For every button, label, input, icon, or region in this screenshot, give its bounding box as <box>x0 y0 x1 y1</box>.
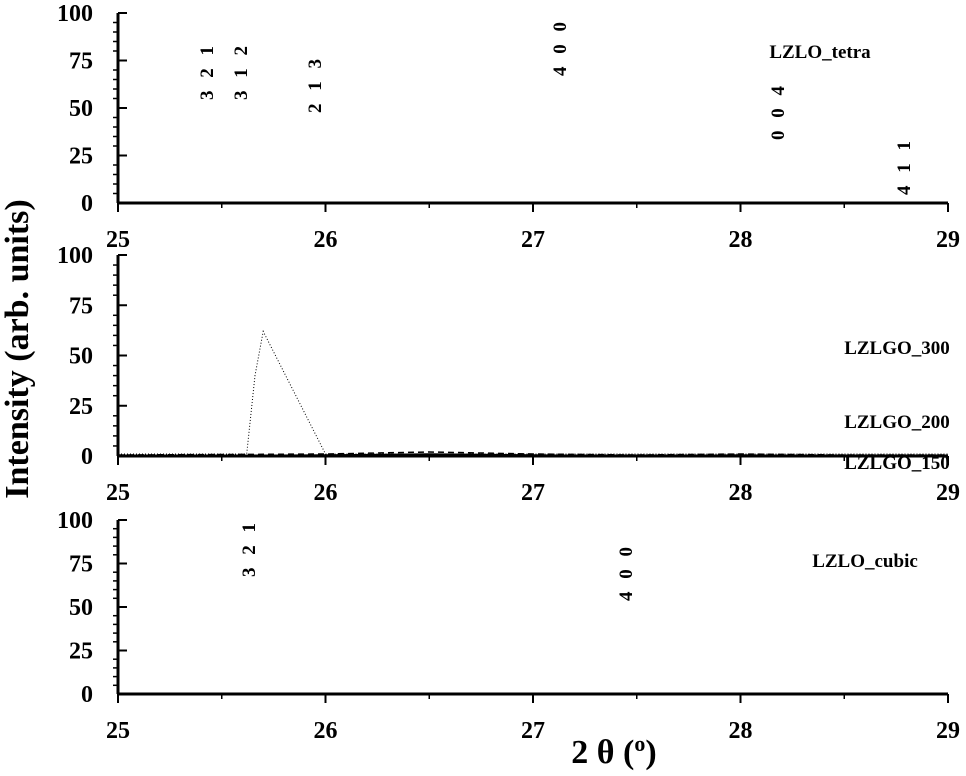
y-tick-label: 25 <box>69 639 93 665</box>
peak-label: 2 1 3 <box>305 55 326 113</box>
panel-middle: 0 25 50 75 100 25 26 27 28 29 LZLGO_300 LZLGO_200 LZ… <box>57 243 960 506</box>
peak-label: 3 1 2 <box>231 42 252 100</box>
series-line-lzlgo-200 <box>117 451 948 456</box>
panel-bottom: 0 25 50 75 100 25 26 27 28 29 LZLO_cubic 3 2 1 4 0 0 <box>57 508 960 744</box>
x-tick-label: 29 <box>936 480 960 506</box>
x-tick-label: 25 <box>106 480 130 506</box>
peak-label: 4 1 1 <box>894 137 915 195</box>
x-tick-label: 28 <box>729 718 753 744</box>
y-tick-label: 50 <box>69 344 93 370</box>
y-tick-label: 50 <box>69 96 93 122</box>
series-label: LZLO_cubic <box>812 551 918 572</box>
series-label: LZLGO_200 <box>844 412 950 433</box>
x-tick-label: 29 <box>936 227 960 253</box>
x-tick-label: 28 <box>729 480 753 506</box>
x-tick-label: 25 <box>106 227 130 253</box>
peak-label: 3 2 1 <box>239 519 260 577</box>
y-tick-label: 0 <box>81 444 93 470</box>
peak-label: 3 2 1 <box>197 42 218 100</box>
series-label: LZLGO_300 <box>844 338 950 359</box>
y-tick-label: 0 <box>81 682 93 708</box>
x-axis-title-suffix: ) <box>645 734 656 771</box>
peak-label: 0 0 4 <box>768 82 789 140</box>
y-tick-label: 25 <box>69 144 93 170</box>
peak-label: 4 0 0 <box>550 18 571 76</box>
series-line-lzlgo-300 <box>118 329 948 455</box>
peak-label: 4 0 0 <box>616 543 637 601</box>
y-tick-label: 75 <box>69 293 93 319</box>
y-tick-label: 100 <box>57 243 93 269</box>
x-tick-label: 26 <box>314 718 338 744</box>
y-axis-title: Intensity (arb. units) <box>0 199 36 498</box>
y-tick-label: 75 <box>69 552 93 578</box>
x-tick-label: 27 <box>521 227 545 253</box>
x-axis-title-superscript: o <box>634 731 645 756</box>
series-label: LZLGO_150 <box>844 453 950 474</box>
x-tick-label: 28 <box>729 227 753 253</box>
y-tick-label: 25 <box>69 394 93 420</box>
panel-top: 0 25 50 75 100 25 26 27 28 29 LZLO_tetra 3 2 1 3 1 2… <box>57 1 960 253</box>
series-line-lzlgo-150 <box>117 453 948 457</box>
y-tick-label: 50 <box>69 595 93 621</box>
y-tick-label: 100 <box>57 508 93 534</box>
x-axis-title-prefix: 2 θ ( <box>571 734 634 771</box>
y-tick-label: 75 <box>69 49 93 75</box>
x-tick-label: 26 <box>314 480 338 506</box>
x-tick-label: 27 <box>521 718 545 744</box>
x-tick-label: 26 <box>314 227 338 253</box>
x-tick-label: 25 <box>106 718 130 744</box>
x-tick-label: 27 <box>521 480 545 506</box>
y-tick-label: 100 <box>57 1 93 27</box>
y-tick-label: 0 <box>81 191 93 217</box>
series-label: LZLO_tetra <box>769 42 871 63</box>
x-tick-label: 29 <box>936 718 960 744</box>
x-axis-title: 2 θ (o) <box>571 731 656 771</box>
